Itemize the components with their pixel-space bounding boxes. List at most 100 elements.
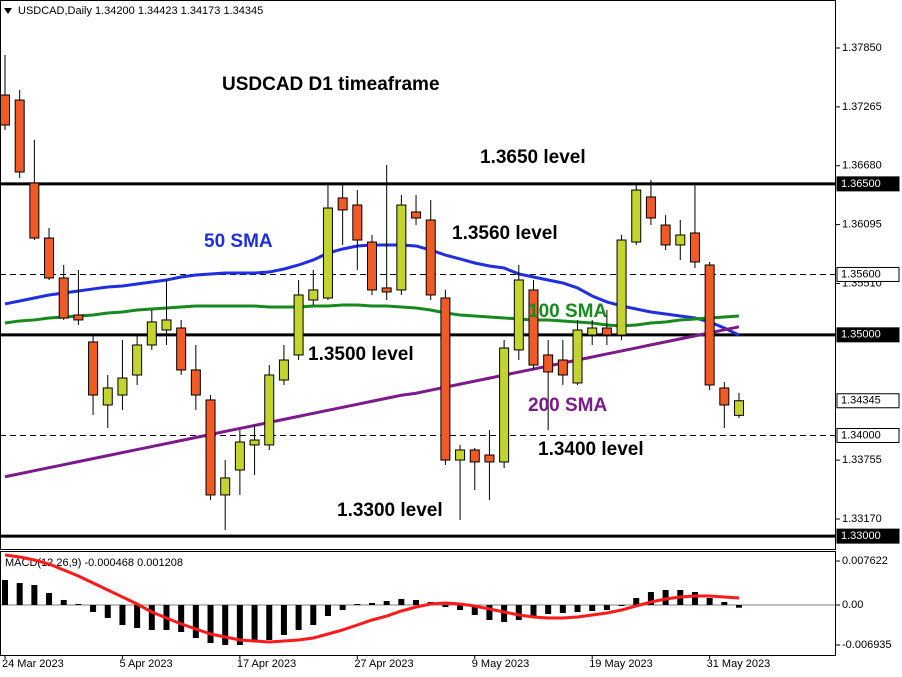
annotation: USDCAD D1 timeaframe	[222, 74, 440, 95]
candle-body	[367, 241, 377, 291]
macd-bar	[486, 604, 493, 620]
chart-header: USDCAD,Daily 1.34200 1.34423 1.34173 1.3…	[18, 5, 263, 17]
level-price-box	[836, 327, 900, 343]
level-price-label: 1.35600	[841, 268, 881, 280]
candle-body	[322, 207, 333, 299]
candle-body	[190, 369, 201, 396]
y-tick-label: 0.007622	[842, 555, 888, 567]
candle-body	[234, 441, 245, 471]
level-price-label: 1.34000	[841, 429, 881, 441]
level-price-label: 1.33000	[841, 530, 881, 542]
macd-bar	[530, 604, 537, 617]
candle-body	[264, 374, 275, 446]
candle-body	[440, 297, 451, 461]
level-price-label: 1.36500	[841, 178, 881, 190]
candle-body	[557, 359, 568, 376]
macd-bar	[736, 604, 742, 608]
macd-bar	[369, 602, 375, 605]
candle-body	[587, 327, 598, 336]
annotation: 1.3300 level	[337, 500, 443, 521]
candle-body	[308, 289, 319, 301]
candle-body	[572, 329, 583, 384]
macd-header: MACD(12,26,9) -0.000468 0.001208	[5, 557, 183, 569]
candle-body	[543, 354, 554, 373]
macd-bar	[354, 604, 361, 606]
candle-body	[132, 344, 143, 376]
candle-body	[73, 314, 84, 321]
candle-body	[381, 287, 392, 293]
macd-bar	[339, 604, 346, 611]
candle-body	[205, 399, 216, 496]
macd-bar	[457, 604, 464, 611]
annotation: 1.3500 level	[308, 344, 414, 365]
level-price-label: 1.35000	[841, 329, 881, 341]
sma-label: 100 SMA	[528, 301, 607, 322]
candle-body	[58, 277, 69, 319]
candle-body	[513, 279, 524, 351]
x-tick-label: 27 Apr 2023	[354, 658, 413, 670]
current-price-label: 1.34345	[841, 395, 881, 407]
candle-body	[220, 477, 231, 496]
macd-bar	[618, 604, 625, 606]
candle-body	[704, 264, 715, 386]
macd-bar	[148, 604, 155, 630]
macd-bar	[192, 604, 199, 638]
candle-body	[352, 204, 363, 241]
candle-body	[734, 400, 744, 416]
y-tick-label: 1.37850	[842, 42, 882, 54]
macd-bar	[134, 604, 141, 629]
level-price-box	[836, 266, 900, 282]
macd-bar	[515, 604, 522, 620]
macd-bar	[295, 604, 302, 630]
macd-bar	[119, 604, 126, 626]
macd-bar	[691, 592, 698, 605]
candle-body	[499, 347, 510, 463]
y-tick-label: 1.33755	[842, 454, 882, 466]
current-price-box	[836, 393, 900, 409]
macd-bar	[222, 604, 229, 645]
x-tick-label: 24 Mar 2023	[2, 658, 64, 670]
main-frame	[0, 0, 836, 550]
candle-body	[469, 449, 480, 463]
macd-bar	[178, 604, 185, 632]
macd-bar	[633, 598, 640, 605]
y-tick-label: 1.37265	[842, 101, 882, 113]
candle-body	[425, 219, 436, 296]
sma-line	[4, 325, 740, 479]
x-tick-label: 31 May 2023	[707, 658, 771, 670]
candle-body	[411, 211, 422, 219]
macd-bar	[603, 604, 610, 611]
candle-body	[14, 99, 25, 173]
macd-bar	[471, 604, 478, 615]
candle-body	[528, 289, 539, 366]
candle-body	[249, 439, 260, 446]
candle-body	[44, 237, 55, 279]
candle-body	[88, 341, 99, 396]
x-tick-label: 19 May 2023	[589, 658, 653, 670]
signal-line	[4, 553, 740, 644]
candle-body	[102, 387, 113, 406]
annotation: 1.3400 level	[538, 439, 644, 460]
x-tick-label: 9 May 2023	[472, 658, 529, 670]
macd-bar	[266, 604, 273, 641]
macd-bar	[559, 604, 566, 614]
candle-body	[455, 449, 466, 461]
y-tick-label: 0.00	[842, 599, 863, 611]
menu-arrow	[4, 8, 12, 14]
candle-body	[293, 294, 304, 356]
macd-bar	[251, 604, 258, 642]
macd-bar	[706, 598, 713, 605]
level-price-box	[836, 528, 900, 544]
macd-bar	[280, 604, 287, 635]
level-price-box	[836, 427, 900, 443]
candle-body	[29, 182, 40, 239]
candle-body	[601, 327, 612, 336]
candle-body	[719, 387, 730, 406]
annotation: 1.3650 level	[480, 147, 586, 168]
macd-bar	[310, 604, 317, 626]
macd-frame	[0, 551, 836, 656]
candle-body	[0, 94, 10, 126]
annotation: 1.3560 level	[452, 223, 558, 244]
macd-bar	[46, 593, 53, 605]
